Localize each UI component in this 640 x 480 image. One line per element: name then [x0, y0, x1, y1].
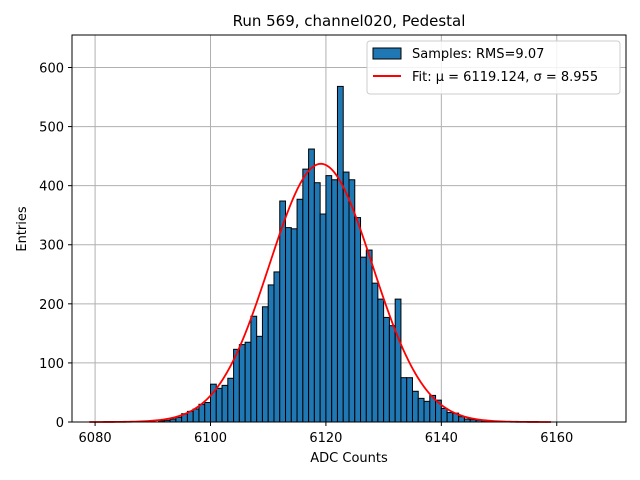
histogram-bar	[256, 335, 263, 423]
histogram-bar	[406, 377, 413, 423]
x-tick-label: 6140	[425, 431, 458, 446]
x-tick-label: 6160	[540, 431, 573, 446]
x-tick-label: 6120	[309, 431, 342, 446]
histogram-bar	[440, 407, 448, 423]
histogram-bar	[290, 228, 298, 423]
histogram-bar	[227, 377, 235, 423]
histogram-bar	[302, 168, 310, 423]
histogram-bar	[371, 282, 379, 423]
histogram-bar	[417, 397, 425, 423]
histogram-bar	[279, 200, 287, 423]
histogram-bar	[348, 179, 356, 423]
histogram-bar	[296, 198, 304, 423]
x-axis-label: ADC Counts	[310, 451, 388, 466]
legend-fit-label: Fit: μ = 6119.124, σ = 8.955	[412, 70, 598, 85]
histogram-bar	[360, 256, 367, 423]
histogram-bar	[423, 400, 431, 423]
histogram-bar	[383, 316, 390, 423]
y-tick-label: 100	[39, 357, 64, 372]
y-tick-label: 600	[39, 61, 64, 76]
histogram-bar	[336, 85, 344, 423]
fit-curve-group	[89, 162, 551, 423]
histogram-bar	[261, 306, 269, 423]
histogram-bar	[215, 387, 223, 423]
histogram-bars	[158, 85, 488, 423]
histogram-bar	[308, 148, 315, 423]
histogram-bar	[204, 402, 212, 423]
histogram-bar	[325, 175, 333, 423]
histogram-bar	[238, 344, 246, 423]
histogram-bar	[250, 315, 258, 423]
legend-histogram-label: Samples: RMS=9.07	[412, 47, 544, 62]
histogram-bar	[388, 325, 396, 423]
histogram-bar	[198, 403, 206, 423]
x-ticks: 6080 6100 6120 6140 6160	[79, 422, 573, 446]
axes-frame	[71, 34, 627, 423]
histogram-bar	[273, 271, 281, 423]
y-tick-label: 200	[39, 298, 64, 313]
y-axis-label: Entries	[15, 206, 30, 252]
histogram-bar	[342, 171, 350, 423]
legend-box	[366, 40, 621, 95]
legend-histogram-swatch	[372, 47, 402, 60]
histogram-bar	[411, 390, 419, 423]
chart-title: Run 569, channel020, Pedestal	[233, 12, 466, 30]
y-tick-label: 300	[39, 239, 64, 254]
legend: Samples: RMS=9.07 Fit: μ = 6119.124, σ =…	[366, 40, 621, 95]
histogram-bar	[446, 412, 454, 423]
y-tick-label: 0	[56, 416, 64, 431]
fit-curve	[89, 162, 551, 423]
histogram-bar	[458, 416, 465, 423]
x-tick-label: 6080	[79, 431, 112, 446]
histogram-bar	[331, 179, 338, 423]
histogram-bar	[221, 384, 229, 423]
histogram-bar	[192, 408, 200, 423]
histogram-bar	[285, 227, 292, 423]
histogram-bar	[175, 416, 183, 423]
histogram-bar	[354, 217, 362, 423]
histogram-bar	[394, 298, 402, 423]
histogram-bar	[377, 298, 385, 423]
y-tick-label: 400	[39, 180, 64, 195]
histogram-bar	[365, 249, 373, 423]
histogram-bar	[244, 341, 252, 423]
x-tick-label: 6100	[194, 431, 227, 446]
histogram-bar	[267, 284, 275, 423]
histogram-bar	[400, 377, 408, 423]
histogram-bar	[319, 213, 327, 423]
histogram-bar	[313, 182, 321, 423]
y-ticks: 0 100 200 300 400 500 600	[39, 61, 72, 431]
y-tick-label: 500	[39, 121, 64, 136]
